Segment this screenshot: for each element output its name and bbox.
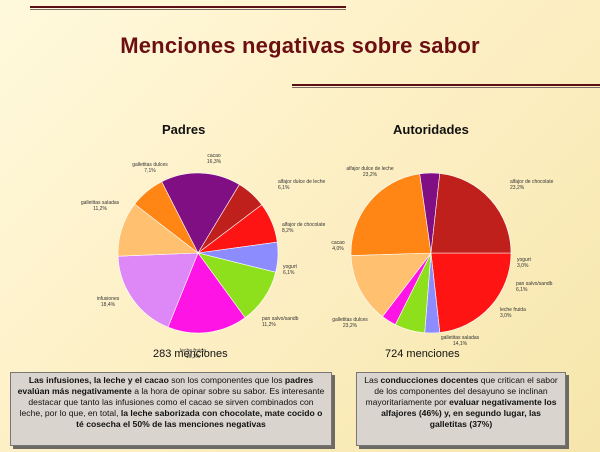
pie-pct-autoridades-1: 3,0% — [517, 263, 529, 269]
chart-title-autoridades: Autoridades — [393, 122, 469, 137]
mid-decor-bar — [292, 84, 600, 86]
pie-pct-padres-2: 8,2% — [282, 228, 294, 234]
pie-pct-padres-4: 11,2% — [262, 322, 276, 328]
pie-pct-padres-1: 6,1% — [278, 185, 290, 191]
note-right-p1: Las — [364, 375, 381, 385]
pie-slice-padres-6 — [117, 252, 199, 328]
note-left-p3: padres evalúan más negativamente — [17, 375, 314, 396]
note-left-p5: la leche saborizada con chocolate, mate … — [76, 408, 323, 429]
pie-slice-autoridades-0 — [430, 252, 512, 333]
pie-pct-padres-7: 11,2% — [93, 206, 107, 212]
pie-pct-autoridades-7: 23,2% — [363, 172, 378, 178]
pie-label-autoridades-0: alfajor de chocolate — [510, 179, 554, 185]
pie-label-padres-0: cacao — [207, 153, 221, 159]
pie-pct-padres-5: 16,3% — [186, 354, 201, 360]
pie-label-autoridades-1: yogurt — [517, 257, 532, 263]
top-decor-bar — [30, 6, 346, 8]
pie-slice-autoridades-7 — [430, 173, 512, 254]
chart-title-padres: Padres — [162, 122, 206, 137]
pie-pct-padres-6: 18,4% — [101, 302, 116, 308]
pie-pct-padres-0: 16,3% — [207, 159, 222, 165]
pie-slice-autoridades-4 — [350, 252, 432, 318]
footer-padres: 283 menciones — [153, 348, 228, 360]
pie-label-padres-8: galletitas dulces — [132, 162, 168, 168]
pie-pct-padres-3: 6,1% — [283, 270, 295, 276]
slide-title: Menciones negativas sobre sabor — [120, 33, 480, 58]
pie-label-autoridades-4: galletitas saladas — [441, 335, 480, 341]
pie-slice-padres-0 — [161, 172, 240, 254]
pie-label-padres-4: pan salvo/sandb — [262, 316, 299, 322]
pie-label-autoridades-5: galletitas dulces — [332, 317, 368, 323]
pie-pct-autoridades-2: 6,1% — [516, 287, 528, 293]
pie-slice-autoridades-5 — [350, 173, 432, 256]
pie-label-autoridades-7: alfajor dulce de leche — [346, 166, 393, 172]
note-right-p4: evaluar negativamente los alfajores (46%… — [381, 397, 557, 429]
note-left: Las infusiones, la leche y el cacao son … — [10, 372, 332, 446]
pie-label-padres-5: leche fruida — [180, 348, 206, 354]
note-right-p3: que critican el sabor de los componentes… — [365, 375, 558, 407]
pie-pct-autoridades-0: 23,2% — [510, 185, 525, 191]
mid-decor-bar-shadow — [292, 87, 600, 88]
note-right-p2: conducciones docentes — [380, 375, 479, 385]
note-left-p2: son los componentes que los — [168, 375, 285, 385]
pie-label-padres-6: infusiones — [97, 296, 120, 302]
pie-label-padres-7: galletitas saladas — [81, 200, 120, 206]
pie-pct-autoridades-4: 14,1% — [453, 341, 468, 347]
pie-slice-padres-8 — [134, 181, 199, 254]
pie-label-padres-3: yogurt — [283, 264, 298, 270]
note-right: Las conducciones docentes que critican e… — [356, 372, 566, 446]
pie-label-padres-2: alfajor de chocolate — [282, 222, 326, 228]
pie-label-autoridades-3: leche fruida — [500, 307, 526, 313]
top-decor-bar-shadow — [30, 9, 346, 10]
pie-pct-autoridades-6: 4,0% — [332, 246, 344, 252]
pie-pct-autoridades-3: 3,0% — [500, 313, 512, 319]
pie-label-padres-1: alfajor dulce de leche — [278, 179, 325, 185]
footer-autoridades: 724 menciones — [385, 348, 460, 360]
pie-label-autoridades-2: pan salvo/sandb — [516, 281, 553, 287]
pie-pct-autoridades-5: 23,2% — [343, 323, 358, 329]
note-left-p4: a la hora de opinar sobre su sabor. Es i… — [19, 386, 325, 418]
pie-pct-padres-8: 7,1% — [144, 168, 156, 174]
pie-slice-padres-5 — [167, 252, 246, 334]
note-left-p1: Las infusiones, la leche y el cacao — [28, 375, 169, 385]
pie-label-autoridades-6: cacao — [331, 240, 345, 246]
